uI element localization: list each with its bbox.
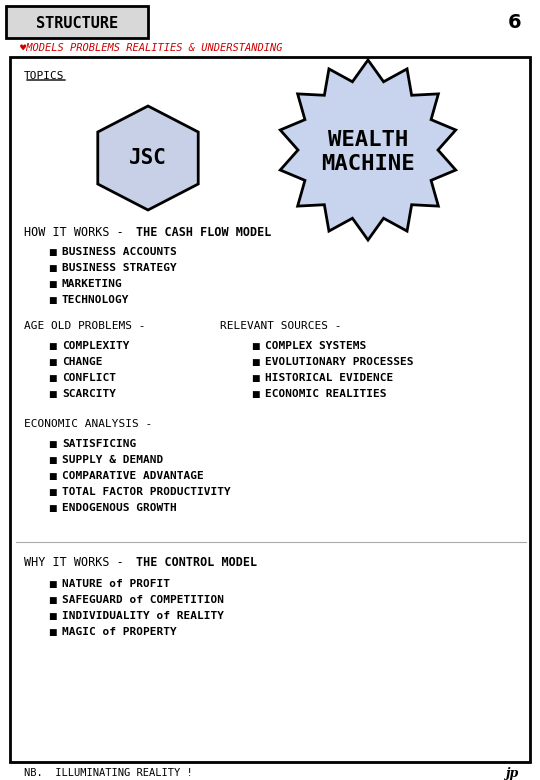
Text: HOW IT WORKS -: HOW IT WORKS - [24,225,131,239]
FancyBboxPatch shape [6,6,148,38]
Text: COMPARATIVE ADVANTAGE: COMPARATIVE ADVANTAGE [62,471,204,481]
Text: HISTORICAL EVIDENCE: HISTORICAL EVIDENCE [265,373,393,383]
Text: THE CASH FLOW MODEL: THE CASH FLOW MODEL [136,225,272,239]
Text: ECONOMIC ANALYSIS -: ECONOMIC ANALYSIS - [24,419,152,429]
Text: BUSINESS STRATEGY: BUSINESS STRATEGY [62,263,177,273]
Text: ■: ■ [48,504,56,512]
Text: 6: 6 [508,13,522,33]
Polygon shape [280,60,456,240]
Text: ■: ■ [48,357,56,367]
Text: ■: ■ [48,456,56,465]
Text: WHY IT WORKS -: WHY IT WORKS - [24,555,131,569]
Text: TOPICS: TOPICS [24,71,64,81]
Text: ■: ■ [251,374,259,382]
Text: SAFEGUARD of COMPETITION: SAFEGUARD of COMPETITION [62,595,224,605]
Text: ■: ■ [251,357,259,367]
Text: NB.  ILLUMINATING REALITY !: NB. ILLUMINATING REALITY ! [24,768,193,778]
Text: ■: ■ [251,342,259,350]
Text: BUSINESS ACCOUNTS: BUSINESS ACCOUNTS [62,247,177,257]
Text: SATISFICING: SATISFICING [62,439,136,449]
Text: CHANGE: CHANGE [62,357,103,367]
Text: MAGIC of PROPERTY: MAGIC of PROPERTY [62,627,177,637]
Text: ■: ■ [48,612,56,621]
Text: ■: ■ [48,264,56,272]
Text: MACHINE: MACHINE [321,154,415,174]
Text: JSC: JSC [129,148,167,168]
Text: STRUCTURE: STRUCTURE [36,16,118,30]
Text: COMPLEX SYSTEMS: COMPLEX SYSTEMS [265,341,366,351]
Text: ■: ■ [48,279,56,289]
FancyBboxPatch shape [10,57,530,762]
Text: EVOLUTIONARY PROCESSES: EVOLUTIONARY PROCESSES [265,357,414,367]
Text: COMPLEXITY: COMPLEXITY [62,341,130,351]
Text: NATURE of PROFIT: NATURE of PROFIT [62,579,170,589]
Text: ♥MODELS PROBLEMS REALITIES & UNDERSTANDING: ♥MODELS PROBLEMS REALITIES & UNDERSTANDI… [20,43,282,53]
Text: MARKETING: MARKETING [62,279,123,289]
Text: ■: ■ [48,247,56,257]
Text: ■: ■ [48,471,56,480]
Text: ■: ■ [48,627,56,636]
Polygon shape [98,106,198,210]
Text: ■: ■ [48,580,56,588]
Text: ■: ■ [48,389,56,399]
Text: INDIVIDUALITY of REALITY: INDIVIDUALITY of REALITY [62,611,224,621]
Text: jp: jp [505,767,518,779]
Text: TECHNOLOGY: TECHNOLOGY [62,295,130,305]
Text: ■: ■ [48,296,56,304]
Text: ECONOMIC REALITIES: ECONOMIC REALITIES [265,389,387,399]
Text: ■: ■ [48,595,56,604]
Text: ■: ■ [48,439,56,448]
Text: ■: ■ [48,374,56,382]
Text: SCARCITY: SCARCITY [62,389,116,399]
Text: ■: ■ [48,342,56,350]
Text: ENDOGENOUS GROWTH: ENDOGENOUS GROWTH [62,503,177,513]
Text: RELEVANT SOURCES -: RELEVANT SOURCES - [220,321,341,331]
Text: WEALTH: WEALTH [328,130,408,150]
Text: THE CONTROL MODEL: THE CONTROL MODEL [136,555,257,569]
Text: AGE OLD PROBLEMS -: AGE OLD PROBLEMS - [24,321,145,331]
Text: SUPPLY & DEMAND: SUPPLY & DEMAND [62,455,163,465]
Text: ■: ■ [251,389,259,399]
Text: ■: ■ [48,488,56,497]
Text: TOTAL FACTOR PRODUCTIVITY: TOTAL FACTOR PRODUCTIVITY [62,487,231,497]
Text: CONFLICT: CONFLICT [62,373,116,383]
